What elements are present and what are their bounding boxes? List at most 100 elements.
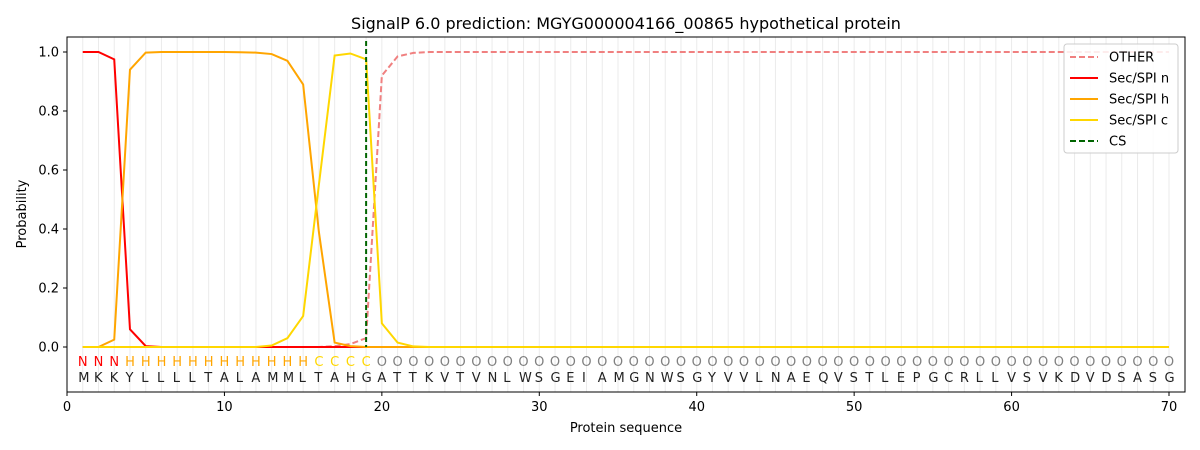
region-label: O (534, 355, 544, 370)
region-label: O (660, 355, 670, 370)
region-label: O (849, 355, 859, 370)
region-label: H (267, 355, 277, 370)
region-label: O (1148, 355, 1158, 370)
region-label: O (1006, 355, 1016, 370)
region-label: O (1069, 355, 1079, 370)
region-label: O (912, 355, 922, 370)
region-label: O (833, 355, 843, 370)
region-label: O (487, 355, 497, 370)
region-label: H (283, 355, 293, 370)
region-label: H (251, 355, 261, 370)
legend-label: OTHER (1109, 51, 1154, 66)
region-label: O (503, 355, 513, 370)
series-sec-spi-c (82, 52, 1170, 348)
region-label: C (362, 355, 371, 370)
region-label: O (881, 355, 891, 370)
x-tick-label: 0 (63, 400, 71, 415)
series-sec-spi-h (82, 51, 1170, 348)
region-label: O (975, 355, 985, 370)
region-label: O (1054, 355, 1064, 370)
region-label: C (346, 355, 355, 370)
x-tick-label: 50 (846, 400, 863, 415)
region-label: O (550, 355, 560, 370)
region-label: O (1164, 355, 1174, 370)
protein-sequence: MKKYLLLLTALAMMLTAHGATTKVTVNLWSGEIAMGNWSG… (78, 371, 1174, 386)
region-label: O (707, 355, 717, 370)
region-label: O (424, 355, 434, 370)
region-label: O (786, 355, 796, 370)
region-label: O (455, 355, 465, 370)
region-label: O (818, 355, 828, 370)
region-label: N (94, 355, 104, 370)
region-label: O (1101, 355, 1111, 370)
x-tick-label: 20 (374, 400, 391, 415)
x-tick-label: 70 (1161, 400, 1178, 415)
legend-label: Sec/SPI n (1109, 72, 1169, 87)
region-label: O (896, 355, 906, 370)
region-label: O (959, 355, 969, 370)
region-label: O (770, 355, 780, 370)
region-label: H (157, 355, 167, 370)
region-label: O (644, 355, 654, 370)
region-label: O (943, 355, 953, 370)
region-label: H (188, 355, 198, 370)
region-label: O (676, 355, 686, 370)
plot-frame (66, 36, 1186, 393)
y-tick-label: 0.6 (38, 164, 59, 179)
region-label: H (298, 355, 308, 370)
region-label: O (692, 355, 702, 370)
series-other (82, 51, 1170, 348)
region-label: O (1117, 355, 1127, 370)
region-label: O (471, 355, 481, 370)
x-tick-label: 60 (1003, 400, 1020, 415)
y-tick-label: 0.0 (38, 341, 59, 356)
region-label: O (518, 355, 528, 370)
y-tick-label: 0.4 (38, 223, 59, 238)
x-axis-label: Protein sequence (570, 421, 682, 436)
region-label: O (613, 355, 623, 370)
region-label: H (235, 355, 245, 370)
legend-label: Sec/SPI c (1109, 114, 1168, 129)
region-label: O (802, 355, 812, 370)
region-label: O (928, 355, 938, 370)
region-label: O (865, 355, 875, 370)
region-label: C (330, 355, 339, 370)
region-label: O (377, 355, 387, 370)
y-tick-label: 1.0 (38, 46, 59, 61)
region-label: N (78, 355, 88, 370)
series-sec-spi-n (82, 51, 1170, 348)
region-label: H (172, 355, 182, 370)
legend-box (1063, 43, 1179, 154)
chart-title: SignalP 6.0 prediction: MGYG000004166_00… (351, 14, 901, 34)
region-label: O (566, 355, 576, 370)
region-label: O (755, 355, 765, 370)
region-label: O (581, 355, 591, 370)
region-label: O (597, 355, 607, 370)
x-tick-label: 10 (216, 400, 233, 415)
region-label: C (314, 355, 323, 370)
region-label: O (991, 355, 1001, 370)
x-tick-label: 30 (531, 400, 548, 415)
region-label: H (125, 355, 135, 370)
x-tick-label: 40 (688, 400, 705, 415)
region-label: O (1085, 355, 1095, 370)
y-tick-label: 0.2 (38, 282, 59, 297)
region-label: O (392, 355, 402, 370)
region-label: H (204, 355, 214, 370)
region-label: O (1038, 355, 1048, 370)
legend: OTHER Sec/SPI n Sec/SPI h Sec/SPI c CS (1063, 43, 1179, 154)
legend-label: CS (1109, 135, 1126, 150)
region-label: O (739, 355, 749, 370)
region-label: N (109, 355, 119, 370)
region-label: O (629, 355, 639, 370)
region-label: O (1132, 355, 1142, 370)
y-tick-label: 0.8 (38, 105, 59, 120)
legend-label: Sec/SPI h (1109, 93, 1169, 108)
region-label: O (1022, 355, 1032, 370)
region-label: H (141, 355, 151, 370)
region-label: O (408, 355, 418, 370)
region-label: H (220, 355, 230, 370)
region-label: O (723, 355, 733, 370)
y-axis-label: Probability (15, 179, 30, 248)
